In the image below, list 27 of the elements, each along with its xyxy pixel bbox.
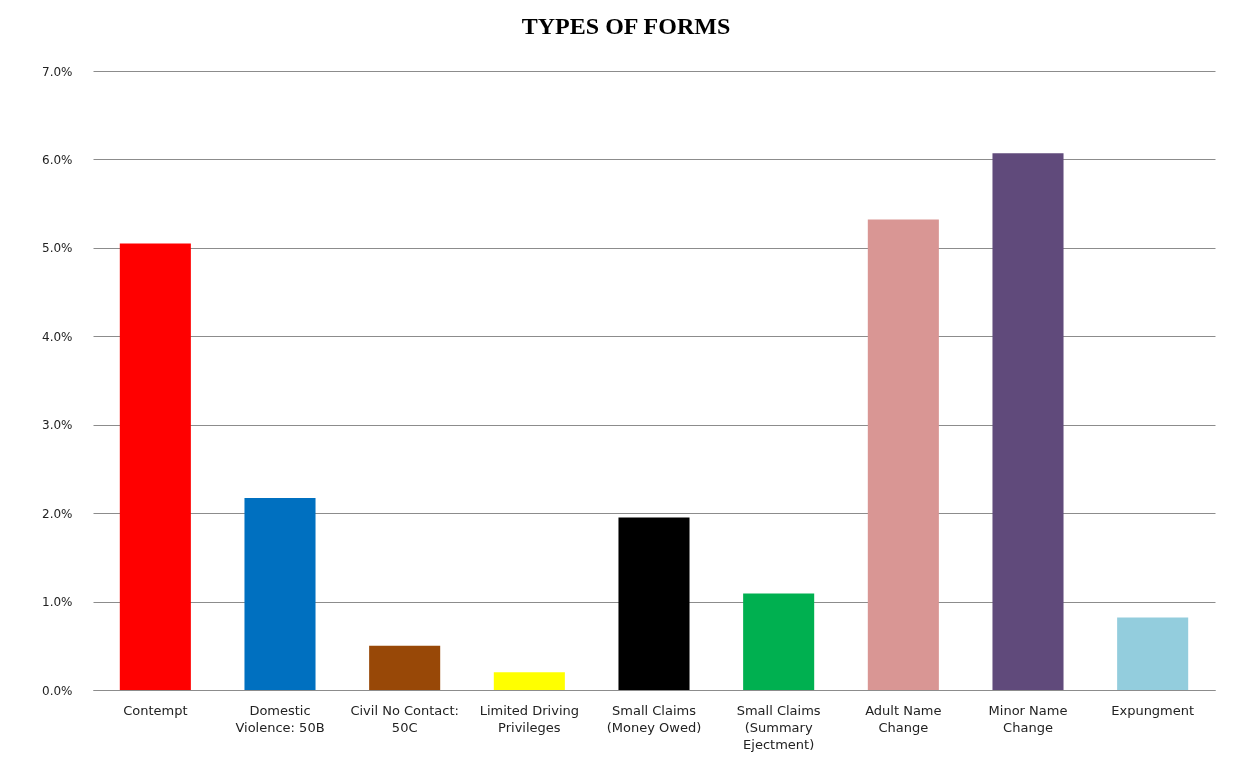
x-tick-label: Minor Name Change — [988, 702, 1068, 735]
x-tick-label: Expungment — [1111, 702, 1195, 718]
x-tick-label: Small Claims (Money Owed) — [606, 702, 702, 735]
y-tick-label: 5.0% — [42, 241, 73, 256]
x-tick-label: Domestic Violence: 50B — [235, 702, 325, 735]
y-tick-label: 0.0% — [42, 683, 73, 698]
bar — [493, 672, 565, 690]
chart-title: TYPES OF FORMS — [521, 13, 731, 39]
bar — [992, 153, 1064, 690]
x-tick-label: Contempt — [123, 702, 188, 718]
x-tick-label: Small Claims (Summary Ejectment) — [736, 702, 821, 752]
x-tick-label: Adult Name Change — [865, 702, 942, 735]
bar — [618, 517, 690, 690]
bar — [244, 498, 316, 690]
bar — [743, 593, 815, 690]
x-tick-label: Limited Driving Privileges — [479, 702, 580, 735]
x-tick-label: Civil No Contact: 50C — [350, 702, 459, 735]
y-tick-label: 7.0% — [42, 64, 73, 79]
y-tick-label: 1.0% — [42, 595, 73, 610]
bar — [119, 243, 191, 690]
y-tick-label: 4.0% — [42, 329, 73, 344]
y-tick-label: 3.0% — [42, 418, 73, 433]
bar — [867, 219, 939, 690]
y-tick-label: 2.0% — [42, 506, 73, 521]
bar — [1117, 617, 1189, 690]
bar — [369, 645, 441, 690]
y-tick-label: 6.0% — [42, 152, 73, 167]
